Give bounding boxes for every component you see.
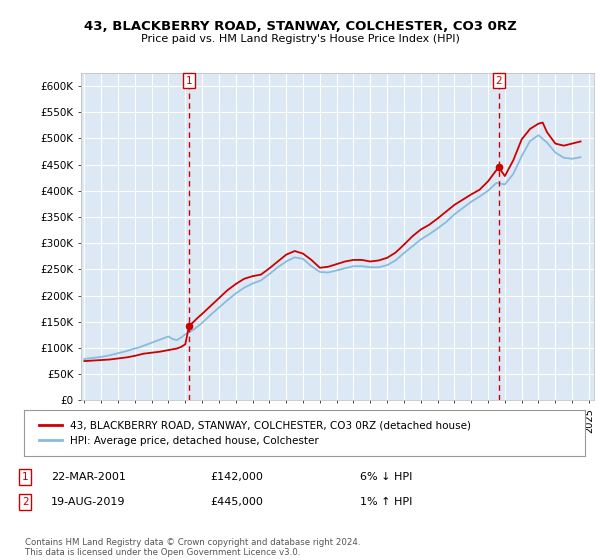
Text: 6% ↓ HPI: 6% ↓ HPI bbox=[360, 472, 412, 482]
Legend: 43, BLACKBERRY ROAD, STANWAY, COLCHESTER, CO3 0RZ (detached house), HPI: Average: 43, BLACKBERRY ROAD, STANWAY, COLCHESTER… bbox=[35, 417, 475, 450]
Text: Contains HM Land Registry data © Crown copyright and database right 2024.
This d: Contains HM Land Registry data © Crown c… bbox=[25, 538, 361, 557]
Text: 2: 2 bbox=[22, 497, 29, 507]
Text: 43, BLACKBERRY ROAD, STANWAY, COLCHESTER, CO3 0RZ: 43, BLACKBERRY ROAD, STANWAY, COLCHESTER… bbox=[83, 20, 517, 32]
Text: 19-AUG-2019: 19-AUG-2019 bbox=[51, 497, 125, 507]
Text: 2: 2 bbox=[496, 76, 502, 86]
Text: £445,000: £445,000 bbox=[210, 497, 263, 507]
Text: 1: 1 bbox=[185, 76, 192, 86]
Text: 1: 1 bbox=[22, 472, 29, 482]
Text: £142,000: £142,000 bbox=[210, 472, 263, 482]
Text: 22-MAR-2001: 22-MAR-2001 bbox=[51, 472, 126, 482]
Text: Price paid vs. HM Land Registry's House Price Index (HPI): Price paid vs. HM Land Registry's House … bbox=[140, 34, 460, 44]
Text: 1% ↑ HPI: 1% ↑ HPI bbox=[360, 497, 412, 507]
